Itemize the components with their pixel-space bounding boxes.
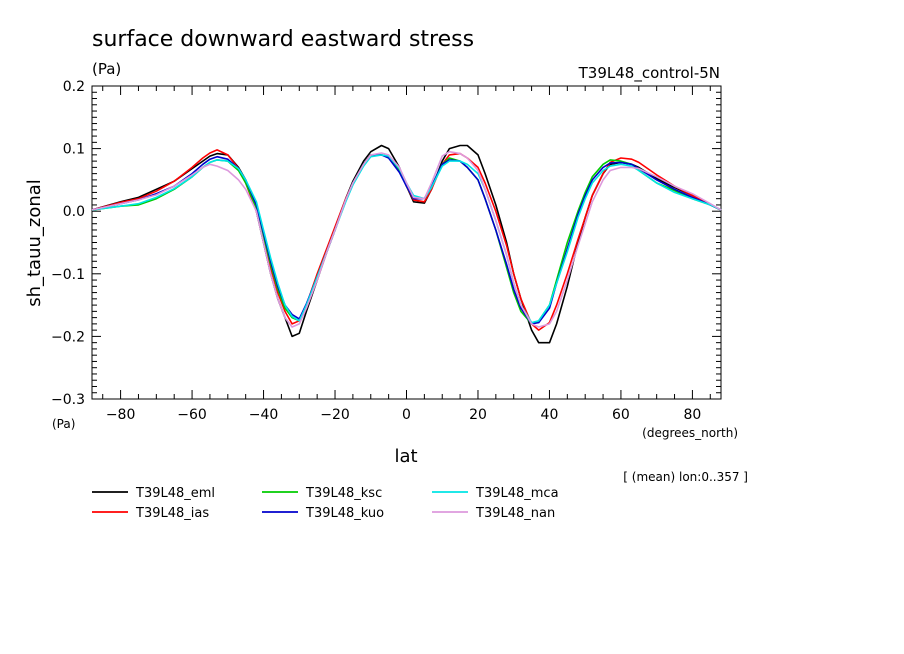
y-axis-label: sh_tauu_zonal bbox=[24, 179, 45, 307]
experiment-label: T39L48_control-5N bbox=[578, 64, 720, 83]
x-tick-label: 80 bbox=[683, 407, 701, 423]
legend: T39L48_eml T39L48_ias T39L48_ksc T39L48_kuo… bbox=[92, 486, 559, 521]
y-tick-labels: −0.3 −0.2 −0.1 0.0 0.1 0.2 bbox=[51, 79, 85, 408]
chart-title: surface downward eastward stress bbox=[92, 27, 474, 52]
legend-label-T39L48_kuo: T39L48_kuo bbox=[305, 506, 384, 521]
legend-label-T39L48_ias: T39L48_ias bbox=[135, 506, 209, 521]
y-tick-label: 0.2 bbox=[63, 79, 85, 95]
x-axis-label: lat bbox=[394, 446, 417, 467]
x-units-note: (degrees_north) bbox=[642, 426, 738, 440]
series-line-T39L48_mca bbox=[91, 154, 722, 324]
y-tick-label: 0.1 bbox=[63, 142, 85, 158]
legend-label-T39L48_eml: T39L48_eml bbox=[135, 486, 215, 501]
x-tick-label: 0 bbox=[402, 407, 411, 423]
x-tick-label: 20 bbox=[469, 407, 487, 423]
legend-label-T39L48_mca: T39L48_mca bbox=[475, 486, 559, 501]
plot-frame bbox=[91, 85, 722, 400]
series-line-T39L48_nan bbox=[91, 150, 722, 328]
axis-ticks bbox=[92, 85, 721, 400]
x-tick-label: −80 bbox=[106, 407, 136, 423]
title-units: (Pa) bbox=[92, 60, 121, 78]
x-tick-label: 40 bbox=[541, 407, 559, 423]
series-line-T39L48_eml bbox=[91, 144, 722, 344]
x-tick-label: −40 bbox=[249, 407, 279, 423]
averaging-note: [ (mean) lon:0..357 ] bbox=[623, 470, 748, 484]
legend-label-T39L48_ksc: T39L48_ksc bbox=[305, 486, 382, 501]
y-tick-label: −0.1 bbox=[51, 267, 85, 283]
y-tick-label: 0.0 bbox=[63, 204, 85, 220]
x-tick-labels: −80 −60 −40 −20 0 20 40 60 80 bbox=[106, 407, 702, 423]
x-tick-label: −20 bbox=[320, 407, 350, 423]
x-tick-label: −60 bbox=[177, 407, 207, 423]
series-lines bbox=[91, 144, 722, 344]
y-tick-label: −0.2 bbox=[51, 329, 85, 345]
y-units-note: (Pa) bbox=[52, 417, 75, 431]
legend-label-T39L48_nan: T39L48_nan bbox=[475, 506, 555, 521]
x-tick-label: 60 bbox=[612, 407, 630, 423]
y-tick-label: −0.3 bbox=[51, 392, 85, 408]
